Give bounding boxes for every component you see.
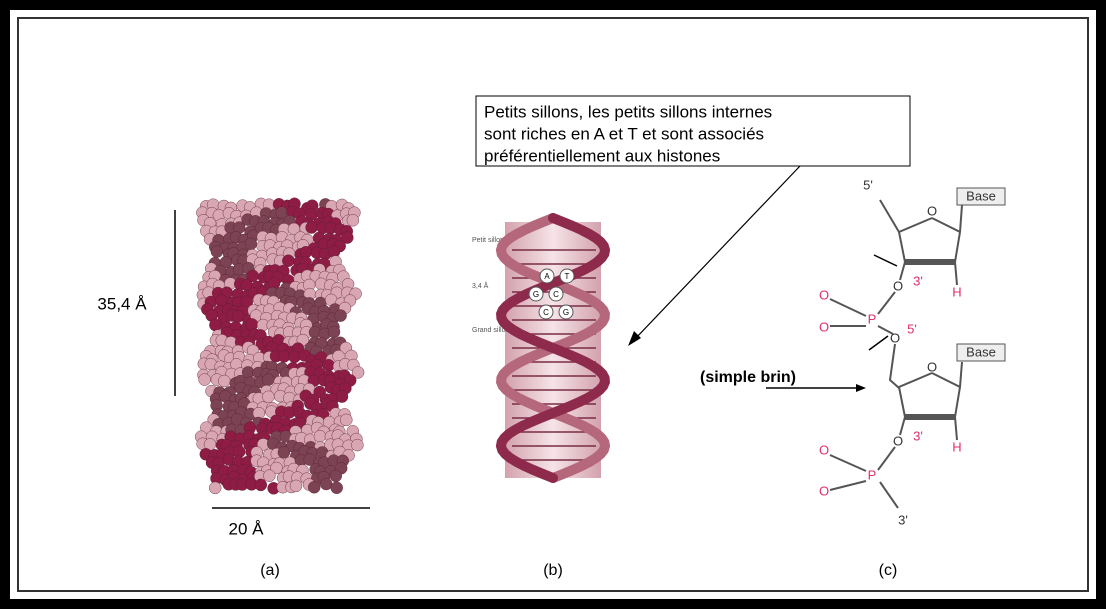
chem-label: P (868, 467, 877, 482)
strand-end: 3' (622, 472, 629, 482)
atom (278, 350, 290, 362)
atom (278, 446, 290, 458)
atom (232, 310, 244, 322)
atom (255, 479, 267, 491)
chem-label: 3' (913, 273, 923, 288)
chem-label: H (952, 284, 961, 299)
atom (218, 375, 230, 387)
caption: (c) (879, 562, 898, 579)
base-letter: C (553, 290, 559, 299)
chem-label: O (893, 433, 903, 448)
figure: 35,4 Å 20 Å (a) (b) Petit sillon 3,4 Å G… (0, 0, 1106, 609)
atom (328, 326, 340, 338)
atom (290, 480, 302, 492)
chem-label: O (819, 442, 829, 457)
strand-end: 5' (497, 470, 504, 480)
callout-line: Petits sillons, les petits sillons inter… (484, 102, 772, 121)
base-letter: A (544, 272, 550, 281)
chem-label: 3' (913, 428, 923, 443)
atom (306, 222, 318, 234)
atom (283, 407, 295, 419)
atom (351, 439, 363, 451)
strand-label: (simple brin) (700, 369, 796, 386)
chem-label: O (819, 483, 829, 498)
strand-end: 5' (497, 214, 504, 224)
callout-line: préférentiellement aux histones (484, 146, 720, 165)
atom (330, 470, 342, 482)
chem-label: 5' (907, 321, 917, 336)
atom (209, 319, 221, 331)
atom (211, 246, 223, 258)
atom (308, 481, 320, 493)
chem-label: O (819, 287, 829, 302)
strand-end: 3' (622, 214, 629, 224)
atom (263, 470, 275, 482)
page: {"figure": { "panel_a": {"height_label":… (0, 0, 1106, 609)
chem-label: O (927, 359, 937, 374)
atom (262, 374, 274, 386)
atom (323, 359, 335, 371)
base-letter: T (565, 272, 570, 281)
atom (347, 214, 359, 226)
atom (199, 374, 211, 386)
chem-label: Base (966, 188, 996, 203)
atom (262, 391, 274, 403)
chem-label: O (890, 330, 900, 345)
chem-label: P (868, 311, 877, 326)
chem-label: O (927, 203, 937, 218)
chem-label: O (819, 319, 829, 334)
caption: (a) (260, 562, 280, 579)
atom (335, 310, 347, 322)
atom (331, 482, 343, 494)
base-letter: G (563, 308, 569, 317)
chem-label: 3' (898, 512, 908, 527)
chem-label: O (893, 278, 903, 293)
atom (209, 482, 221, 494)
atom (245, 238, 257, 250)
chem-label: H (952, 439, 961, 454)
base-letter: G (533, 290, 539, 299)
callout-line: sont riches en A et T et sont associés (484, 124, 764, 143)
rise-label: 3,4 Å (472, 281, 489, 290)
chem-label: Base (966, 344, 996, 359)
atom (320, 478, 332, 490)
caption: (b) (543, 562, 563, 579)
base-letter: C (543, 308, 549, 317)
atom (314, 430, 326, 442)
atom (340, 414, 352, 426)
height-label: 35,4 Å (97, 294, 147, 313)
atom (336, 391, 348, 403)
width-label: 20 Å (229, 519, 265, 538)
chem-label: 5' (863, 177, 873, 192)
